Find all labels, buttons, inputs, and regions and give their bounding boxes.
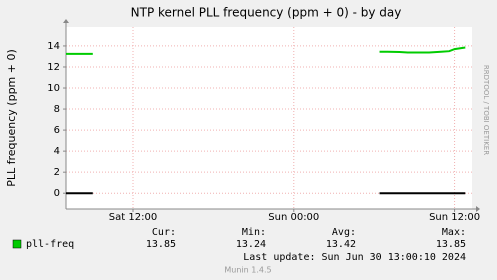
watermark: RRDTOOL / TOBI OETIKER bbox=[482, 65, 490, 155]
stat-value: 13.42 bbox=[326, 239, 356, 250]
stat-header: Avg: bbox=[332, 227, 356, 238]
stat-value: 13.85 bbox=[436, 239, 466, 250]
y-tick-label: 6 bbox=[54, 125, 60, 136]
stat-header: Min: bbox=[242, 227, 266, 238]
plot-area bbox=[66, 27, 472, 209]
footer: Munin 1.4.5 bbox=[224, 266, 271, 275]
y-axis-label: PLL frequency (ppm + 0) bbox=[5, 49, 18, 187]
stat-value: 13.85 bbox=[146, 239, 176, 250]
x-tick-label: Sat 12:00 bbox=[109, 212, 157, 223]
x-tick-label: Sun 00:00 bbox=[268, 212, 319, 223]
legend-label: pll-freq bbox=[26, 239, 74, 250]
last-update: Last update: Sun Jun 30 13:00:10 2024 bbox=[243, 252, 466, 263]
x-tick-label: Sun 12:00 bbox=[429, 212, 480, 223]
axis-arrow bbox=[476, 206, 480, 212]
stat-value: 13.24 bbox=[236, 239, 266, 250]
y-tick-label: 10 bbox=[47, 83, 60, 94]
series-line bbox=[66, 46, 466, 55]
axis-arrow bbox=[63, 19, 69, 23]
y-tick-label: 14 bbox=[47, 41, 60, 52]
chart-title: NTP kernel PLL frequency (ppm + 0) - by … bbox=[131, 6, 402, 20]
stat-header: Cur: bbox=[152, 227, 176, 238]
y-tick-label: 4 bbox=[54, 146, 60, 157]
stat-header: Max: bbox=[442, 227, 466, 238]
y-tick-label: 2 bbox=[54, 167, 60, 178]
y-tick-label: 0 bbox=[54, 188, 60, 199]
y-tick-label: 12 bbox=[47, 62, 60, 73]
legend-swatch bbox=[12, 239, 22, 249]
y-tick-label: 8 bbox=[54, 104, 60, 115]
